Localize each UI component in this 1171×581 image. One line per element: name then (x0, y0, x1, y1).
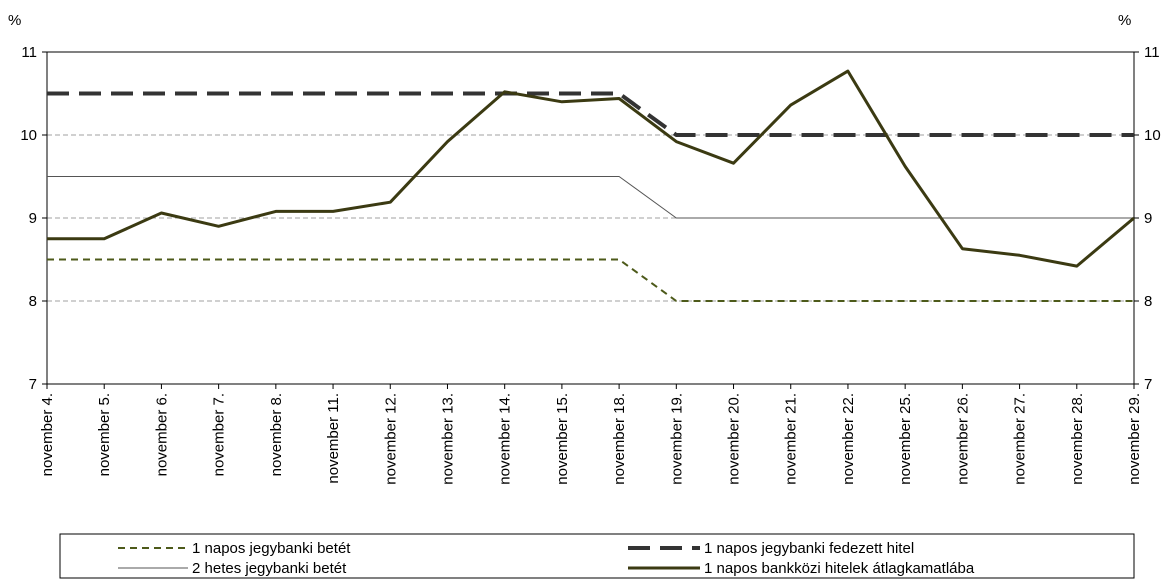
x-tick-label: november 18. (611, 393, 628, 485)
y-tick-label-right: 7 (1144, 376, 1152, 393)
y-tick-label-left: 10 (20, 127, 37, 144)
series-lines (47, 69, 1135, 302)
x-tick-label: november 8. (268, 393, 285, 476)
axes: % % 7 7 8 8 9 9 10 10 11 11 (8, 12, 1161, 393)
x-tick-label: november 14. (497, 393, 514, 485)
x-tick-label: november 29. (1126, 393, 1143, 485)
y-tick-label-right: 10 (1144, 127, 1161, 144)
y-tick-label-left: 11 (21, 44, 37, 61)
x-tick-label: november 4. (39, 393, 56, 476)
series-line (47, 176, 1134, 219)
x-tick-label: november 25. (897, 393, 914, 485)
x-tick-label: november 6. (153, 393, 170, 476)
legend-label: 2 hetes jegybanki betét (192, 560, 347, 577)
x-tick-label: november 13. (439, 393, 456, 485)
x-tick-label: november 22. (840, 393, 857, 485)
x-tick-labels: november 4. november 5. november 6. novembe… (39, 393, 1143, 485)
legend: 1 napos jegybanki betét 1 napos jegybanki… (59, 533, 1135, 579)
x-tick-label: november 19. (668, 393, 685, 485)
y-tick-label-right: 9 (1144, 210, 1152, 227)
x-tick-label: november 21. (783, 393, 800, 485)
x-tick-label: november 15. (554, 393, 571, 485)
y-tick-label-left: 8 (29, 293, 37, 310)
x-tick-label: november 7. (211, 393, 228, 476)
x-tick-label: november 27. (1012, 393, 1029, 485)
y-unit-left: % (8, 12, 21, 29)
y-tick-label-left: 9 (29, 210, 37, 227)
series-line (47, 258, 1134, 302)
x-tick-label: november 11. (325, 393, 342, 484)
x-tick-label: november 20. (726, 393, 743, 485)
y-tick-label-right: 8 (1144, 293, 1152, 310)
legend-label: 1 napos bankközi hitelek átlagkamatlába (704, 560, 975, 577)
legend-box (59, 533, 1135, 579)
x-tick-label: november 12. (382, 393, 399, 485)
series-line (47, 91, 1134, 137)
series-line (47, 69, 1135, 268)
x-tick-label: november 26. (954, 393, 971, 485)
legend-label: 1 napos jegybanki betét (192, 540, 351, 557)
x-tick-label: november 5. (96, 393, 113, 476)
legend-label: 1 napos jegybanki fedezett hitel (704, 540, 914, 557)
y-tick-label-right: 11 (1144, 44, 1160, 61)
y-tick-label-left: 7 (29, 376, 37, 393)
x-tick-label: november 28. (1069, 393, 1086, 485)
y-unit-right: % (1118, 12, 1131, 29)
